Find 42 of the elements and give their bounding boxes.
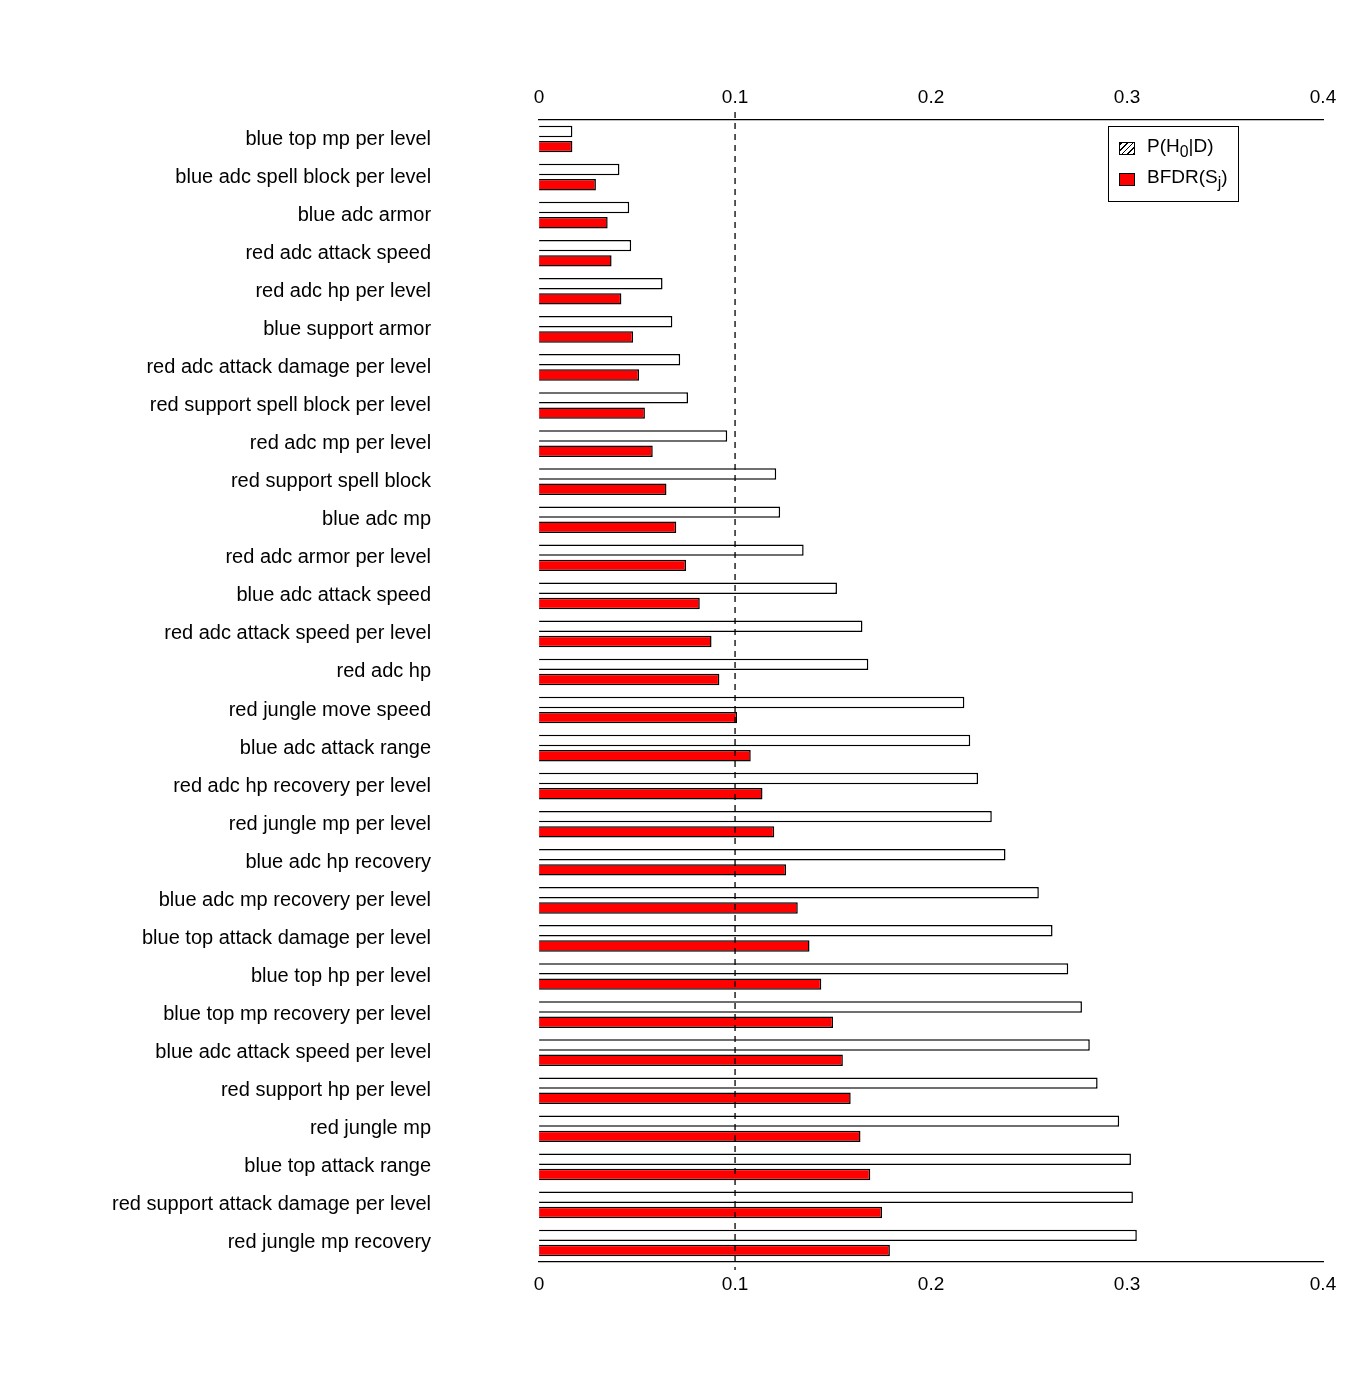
y-tick-label: blue adc mp recovery per level xyxy=(158,887,432,910)
x-tick-label: 0.1 xyxy=(721,85,749,107)
y-tick-label: blue adc attack range xyxy=(239,735,432,758)
y-tick-label: red jungle mp xyxy=(309,1116,432,1139)
y-tick-label: red adc attack damage per level xyxy=(146,354,432,377)
y-tick-label: blue adc mp xyxy=(322,507,432,530)
x2-tick-label: 0.1 xyxy=(721,1272,749,1294)
y-tick-label: blue top mp per level xyxy=(245,126,432,149)
y-tick-label: red jungle move speed xyxy=(228,697,432,720)
y-tick-label: blue top attack damage per level xyxy=(141,925,432,948)
y-tick-label: blue adc hp recovery xyxy=(245,849,432,872)
legend-label: BFDR(S$_{j}$) xyxy=(1147,164,1228,193)
y-tick-label: blue top hp per level xyxy=(250,964,432,987)
x2-tick-label: 0.4 xyxy=(1309,1272,1337,1294)
y-tick-label: blue adc attack speed per level xyxy=(155,1040,432,1063)
y-tick-label: red adc armor per level xyxy=(225,545,432,568)
x2-tick-label: 0 xyxy=(533,1272,545,1294)
y-tick-label: red adc hp recovery per level xyxy=(173,773,432,796)
x2-tick-label: 0.3 xyxy=(1113,1272,1141,1294)
y-tick-label: red support spell block per level xyxy=(149,393,432,416)
y-tick-label: red adc attack speed xyxy=(245,240,432,263)
y-tick-label: red support attack damage per level xyxy=(111,1192,432,1215)
y-tick-label: red adc mp per level xyxy=(249,431,432,454)
y-tick-label: red support spell block xyxy=(230,469,433,492)
y-tick-label: blue adc armor xyxy=(297,202,432,225)
y-tick-label: blue adc attack speed xyxy=(236,583,432,606)
x-tick-label: 0.4 xyxy=(1309,85,1337,107)
y-tick-label: red jungle mp recovery xyxy=(227,1230,432,1253)
y-tick-label: red adc attack speed per level xyxy=(164,621,432,644)
y-tick-label: red jungle mp per level xyxy=(228,811,432,834)
x2-tick-label: 0.2 xyxy=(917,1272,945,1294)
x-tick-label: 0.2 xyxy=(917,85,945,107)
x-tick-label: 0 xyxy=(533,85,545,107)
y-tick-label: blue top attack range xyxy=(244,1154,432,1177)
legend-label: P(H$_{0}$|D) xyxy=(1147,134,1214,162)
y-tick-label: blue top mp recovery per level xyxy=(163,1002,432,1025)
y-tick-label: red adc hp per level xyxy=(255,278,432,301)
y-tick-label: blue adc spell block per level xyxy=(175,164,432,187)
x-tick-label: 0.3 xyxy=(1113,85,1141,107)
y-tick-label: red support hp per level xyxy=(220,1078,432,1101)
y-tick-label: red adc hp xyxy=(336,659,432,682)
y-tick-label: blue support armor xyxy=(263,316,432,339)
